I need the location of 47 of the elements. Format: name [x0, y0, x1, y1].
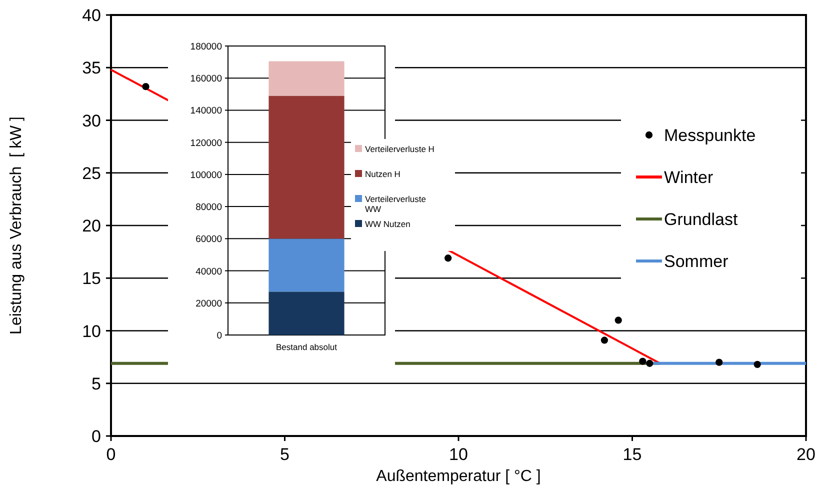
y-tick-label: 120000 [190, 138, 222, 149]
y-tick-label: 0 [216, 330, 222, 342]
x-tick-label: 10 [449, 445, 468, 464]
legend-label: Nutzen H [365, 169, 400, 179]
point [600, 336, 608, 344]
y-tick-label: 35 [82, 58, 101, 78]
y-tick-label: 140000 [190, 106, 222, 117]
y-tick-label: 40 [82, 6, 101, 25]
point [646, 360, 654, 367]
legend-label: Sommer [664, 252, 729, 271]
y-tick-label: 15 [82, 269, 101, 288]
y-tick-label: 30 [82, 111, 101, 130]
legend-label: Messpunkte [664, 126, 756, 145]
y-tick-label: 160000 [190, 74, 222, 85]
y-tick-label: 0 [92, 427, 101, 446]
legend-label: Verteilerverluste WW [365, 194, 426, 214]
point [754, 360, 761, 368]
y-tick-label: 100000 [190, 170, 222, 181]
y-axis-title: Leistung aus Verbrauch [ kW ] [8, 116, 25, 334]
y-tick-label: 5 [92, 374, 101, 394]
y-tick-label: 25 [82, 164, 101, 183]
legend-label: Winter [664, 168, 714, 187]
x-tick-label: 0 [106, 445, 116, 464]
x-tick-label: 15 [622, 445, 642, 464]
bar [268, 96, 344, 239]
y-tick-label: 60000 [196, 234, 222, 246]
y-tick-label: 80000 [196, 202, 222, 214]
point [716, 358, 723, 366]
y-tick-label: 180000 [190, 42, 222, 52]
point [639, 358, 646, 365]
x-axis-title: Außentemperatur [ °C ] [376, 468, 541, 485]
bar [268, 61, 344, 96]
bar [268, 238, 344, 292]
point [614, 316, 622, 324]
y-tick-label: 40000 [196, 266, 222, 278]
y-tick-label: 20 [82, 216, 101, 236]
point [444, 254, 452, 262]
point [142, 83, 150, 90]
x-tick-label: 5 [280, 445, 290, 464]
y-tick-label: 10 [82, 322, 101, 341]
legend-label: WW Nutzen [365, 219, 411, 229]
bar [268, 292, 344, 335]
legend-label: Grundlast [664, 210, 738, 229]
x-tick-label: Bestand absolut [276, 342, 338, 352]
legend-label: Verteilerverluste H [365, 144, 434, 154]
y-tick-label: 20000 [196, 298, 222, 310]
x-tick-label: 20 [796, 445, 816, 464]
